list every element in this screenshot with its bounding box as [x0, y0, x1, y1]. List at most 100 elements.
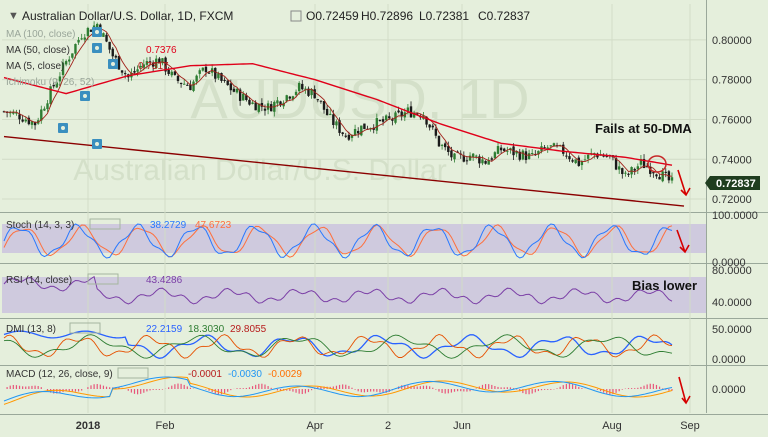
candle-body	[232, 88, 236, 92]
candle-body	[400, 111, 403, 117]
candle-body	[568, 156, 571, 160]
ichimoku-label[interactable]: Ichimoku (9, 26, 52)	[6, 77, 94, 88]
watermark-name: Australian Dollar/U.S. Dollar	[73, 154, 446, 187]
candle-body	[322, 101, 326, 110]
ohlc-low: L0.72381	[419, 9, 469, 23]
last-price-value: 0.72837	[716, 178, 756, 190]
candle-body	[189, 84, 192, 91]
macd-hist-value: -0.0029	[268, 369, 302, 380]
ma50-label[interactable]: MA (50, close)	[6, 45, 70, 56]
candle-body	[245, 95, 248, 100]
candle-body	[636, 166, 640, 170]
candle-body	[55, 82, 59, 88]
candle-body	[313, 89, 316, 99]
ma50-line	[3, 62, 673, 166]
candle-body	[571, 160, 574, 162]
candle-body	[164, 57, 167, 72]
candle-body	[639, 159, 643, 165]
visibility-icon[interactable]	[290, 10, 302, 22]
candle-body	[64, 61, 68, 65]
time-axis-tick: Apr	[306, 420, 323, 432]
indicator-axis-tick: 0.0000	[712, 354, 746, 366]
candle-body	[294, 91, 298, 95]
annotation-bias: Bias lower	[632, 278, 697, 293]
candle-body	[347, 134, 351, 140]
candle-body	[12, 111, 15, 114]
price-axis-tick: 0.74000	[712, 154, 752, 166]
candle-body	[68, 59, 71, 62]
ohlc-close: C0.72837	[478, 9, 530, 23]
macd-label[interactable]: MACD (12, 26, close, 9)	[6, 369, 113, 380]
panel-settings-icon[interactable]	[87, 273, 119, 285]
candle-body	[412, 112, 416, 118]
candle-body	[353, 128, 357, 136]
candle-body	[621, 168, 624, 175]
candle-body	[586, 154, 590, 159]
candle-body	[378, 119, 382, 121]
stoch-k-value: 38.2729	[150, 220, 187, 231]
candle-body	[664, 171, 667, 173]
candle-body	[114, 55, 118, 58]
candle-body	[77, 39, 80, 43]
candle-body	[9, 112, 12, 114]
rsi-legend: RSI (14, close) 43.4286	[6, 275, 183, 286]
dmi-label[interactable]: DMI (13, 8)	[6, 324, 56, 335]
price-axis-tick: 0.76000	[712, 114, 752, 126]
candle-body	[388, 116, 391, 119]
candle-body	[552, 143, 556, 147]
time-axis-tick: Aug	[602, 420, 622, 432]
candle-body	[580, 161, 584, 166]
candle-body	[440, 144, 444, 146]
indicator-axis-tick: 80.0000	[712, 265, 752, 277]
ma5-label[interactable]: MA (5, close)	[6, 61, 64, 72]
price-axis-tick: 0.78000	[712, 75, 752, 87]
candle-body	[462, 155, 466, 162]
candle-body	[18, 114, 21, 120]
signal-value: -0.0030	[228, 369, 262, 380]
ma5-value: 0.7317	[138, 61, 169, 72]
candle-body	[58, 76, 62, 82]
candle-body	[530, 153, 534, 155]
price-axis-tick: 0.80000	[712, 35, 752, 47]
arrow-stoch	[676, 229, 690, 254]
rsi-label[interactable]: RSI (14, close)	[6, 275, 72, 286]
candle-body	[136, 69, 139, 72]
candle-body	[546, 147, 549, 149]
candle-body	[360, 125, 363, 136]
rsi-value: 43.4286	[146, 275, 183, 286]
candle-body	[263, 108, 267, 111]
candle-body	[633, 168, 636, 171]
indicator-axis-tick: 100.0000	[712, 210, 758, 222]
candle-body	[658, 176, 661, 180]
dmi-minus-value: 18.3030	[188, 324, 225, 335]
time-axis-tick: 2	[385, 420, 391, 432]
candle-body	[220, 73, 223, 81]
stoch-d-value: 47.6723	[195, 220, 232, 231]
candle-body	[350, 135, 354, 138]
candle-body	[381, 119, 385, 122]
candle-body	[425, 116, 428, 125]
stoch-legend: Stoch (14, 3, 3) 38.2729 47.6723	[6, 220, 232, 231]
support-trendline	[3, 135, 685, 207]
candle-body	[332, 114, 335, 125]
candle-body	[652, 172, 655, 174]
stoch-label[interactable]: Stoch (14, 3, 3)	[6, 220, 74, 231]
candle-body	[372, 127, 375, 130]
arrow-price	[677, 169, 691, 197]
candle-body	[431, 125, 434, 128]
candle-body	[642, 159, 646, 169]
collapse-icon[interactable]: ▼	[8, 10, 19, 22]
panel-settings-icon[interactable]	[89, 218, 121, 230]
candle-body	[61, 62, 65, 75]
candle-body	[475, 155, 478, 157]
panel-settings-icon[interactable]	[117, 367, 149, 379]
candle-body	[46, 103, 49, 110]
di-plus-line	[3, 330, 673, 359]
panel-settings-icon[interactable]	[69, 322, 101, 334]
candle-body	[534, 154, 537, 156]
ma100-label[interactable]: MA (100, close)	[6, 29, 75, 40]
candle-body	[176, 75, 180, 82]
candle-body	[102, 33, 105, 37]
